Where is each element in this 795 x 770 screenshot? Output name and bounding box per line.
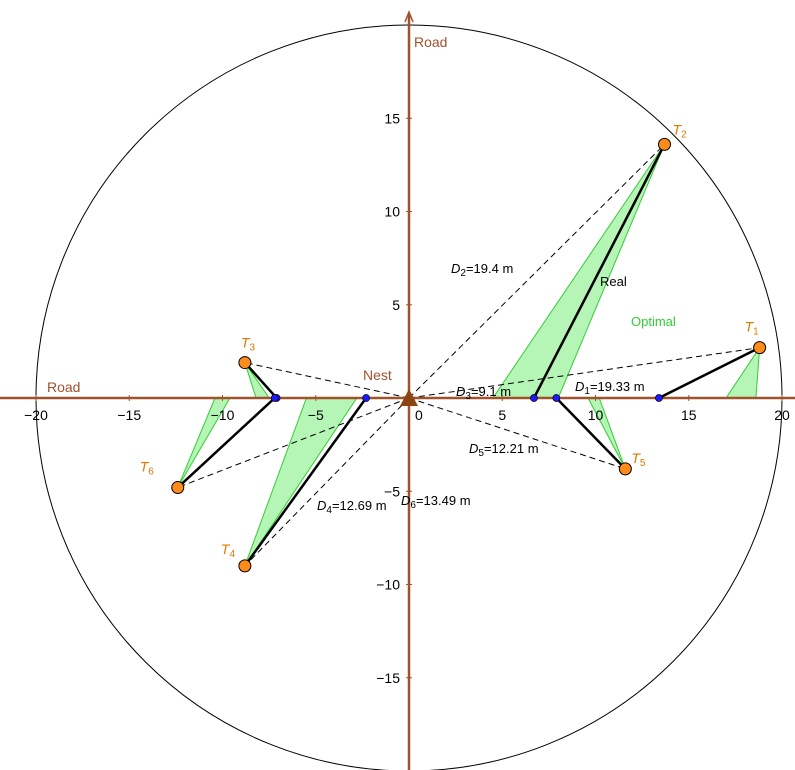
road-points [270,389,663,406]
x-tick-label: −10 [211,407,235,423]
road-point-t4 [362,394,370,402]
distance-line-t4 [244,397,410,567]
y-tick-label: 10 [384,204,400,220]
tree-label-t1: T1 [745,319,760,338]
tree-t2 [658,137,672,151]
real-legend-label: Real [600,274,627,289]
distance-lines [177,144,760,567]
x-road-label: Road [47,379,80,395]
distance-label-t2: D2=19.4 m [451,261,513,279]
tree-t3 [238,356,252,370]
tree-t5 [618,462,632,476]
optimal-region-t2 [491,144,665,399]
real-paths [176,143,761,567]
distance-line-t2 [408,144,665,399]
tree-label-t6: T6 [140,459,155,478]
y-tick-label: −5 [384,483,400,499]
tree-t6 [171,481,185,495]
y-road-label: Road [414,34,447,50]
distance-label-t5: D5=12.21 m [469,441,539,459]
y-tick-label: −15 [376,670,400,686]
x-tick-label: 15 [681,407,697,423]
real-path-t3 [243,361,278,399]
real-path-t4 [243,397,368,567]
road-point-t1 [655,394,663,402]
real-path-t5 [555,397,627,470]
road-point-t5 [552,394,561,402]
tree-label-t2: T2 [673,121,688,140]
x-tick-label: −20 [24,407,48,423]
y-tick-label: 15 [384,110,400,126]
y-tick-label: −10 [376,577,400,593]
tree-t1 [753,341,767,355]
optimal-legend-label: Optimal [631,314,676,329]
axis-ticks: −20 −15 −10 −5 5 10 15 20 0 −15 −10 −5 5 10 15 [24,110,790,686]
origin-label: 0 [415,407,423,423]
distance-line-t6 [177,397,410,488]
x-tick-label: 10 [588,407,604,423]
tree-label-t4: T4 [221,541,236,560]
distance-line-t3 [244,362,410,399]
trees [171,137,767,573]
y-road-arrow [404,9,414,23]
nest-marker [400,389,418,406]
x-tick-label: −15 [117,407,141,423]
distance-line-t1 [408,347,760,399]
x-tick-label: 20 [774,407,790,423]
tree-label-t5: T5 [631,450,646,469]
distance-label-t4: D4=12.69 m [317,498,387,516]
distance-label-t6: D6=13.49 m [401,493,471,511]
distance-line-t5 [408,397,626,470]
tree-t4 [238,559,252,573]
labels: T1 D1=19.33 m T2 D2=19.4 m T3 D3=9.1 m T4 D4=12… [140,121,760,560]
road-point-t6 [270,394,279,402]
real-path-t2 [532,143,666,399]
road-point-t2 [530,394,538,402]
real-path-t6 [176,397,276,489]
x-tick-label: −5 [308,407,324,423]
nest-label: Nest [363,367,392,383]
y-tick-label: 5 [392,297,400,313]
real-path-t1 [658,346,761,400]
distance-label-t3: D3=9.1 m [456,384,511,402]
distance-label-t1: D1=19.33 m [575,379,645,397]
tree-label-t3: T3 [241,335,256,354]
x-tick-label: 5 [498,407,506,423]
